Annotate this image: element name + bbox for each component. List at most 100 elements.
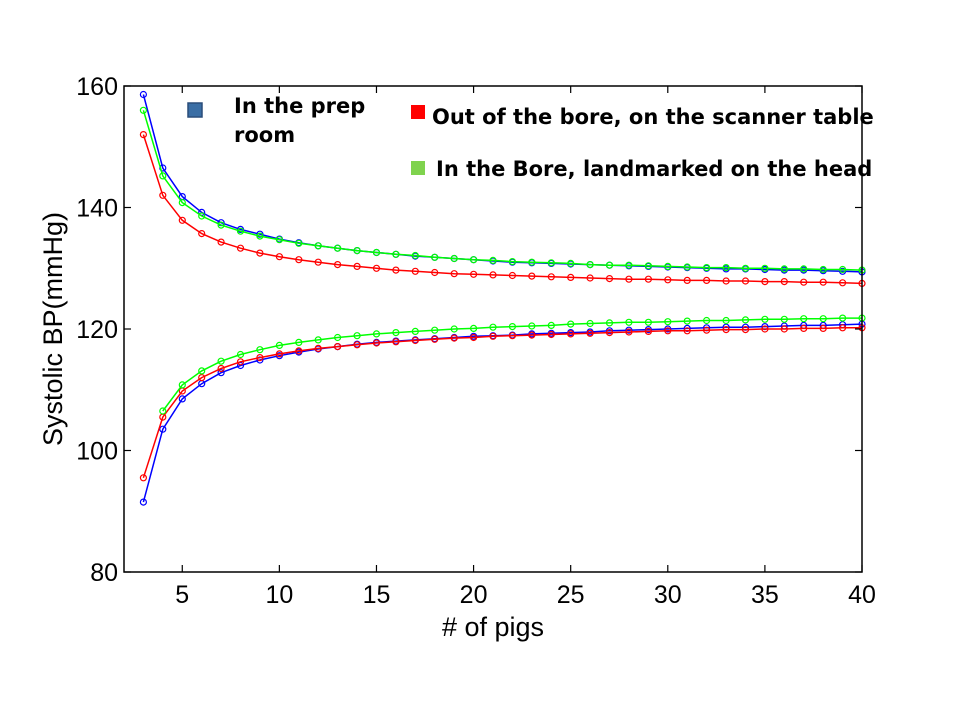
data-point: [780, 278, 788, 286]
data-point: [722, 326, 730, 334]
data-point: [644, 275, 653, 283]
data-point: [547, 259, 555, 267]
data-point: [702, 326, 711, 334]
data-point: [372, 248, 381, 257]
data-point: [431, 335, 439, 343]
data-point: [314, 336, 322, 344]
data-point: [702, 264, 711, 272]
data-point: [256, 354, 264, 362]
data-point: [489, 271, 497, 279]
legend-label-line: In the prep: [234, 94, 365, 118]
data-point: [431, 268, 439, 277]
data-point: [605, 275, 614, 283]
data-point: [741, 316, 750, 324]
data-point: [178, 199, 186, 207]
legend: In the prep room Out of the bore, on the s…: [187, 94, 874, 181]
data-point: [450, 254, 458, 263]
data-point: [275, 253, 283, 261]
x-axis: 5 10 15 20 25 30 35 40: [175, 86, 876, 609]
data-point: [819, 315, 827, 323]
data-point: [295, 347, 303, 355]
data-point: [256, 249, 264, 257]
x-tick-label: 20: [460, 581, 488, 609]
data-point: [372, 330, 381, 338]
legend-item-1: Out of the bore, on the scanner table: [411, 105, 874, 129]
data-point: [683, 317, 691, 325]
data-point: [528, 331, 536, 339]
data-point: [392, 329, 400, 337]
data-point: [431, 326, 439, 334]
data-point: [217, 221, 225, 229]
data-point: [567, 259, 575, 267]
data-point: [372, 339, 381, 347]
data-point: [159, 172, 167, 180]
x-tick-label: 30: [654, 581, 682, 609]
y-tick-label: 160: [76, 73, 118, 101]
data-point: [664, 276, 672, 284]
data-point: [819, 324, 827, 332]
data-point: [819, 265, 827, 274]
data-point: [780, 265, 788, 273]
data-point: [470, 333, 478, 342]
y-tick-label: 140: [76, 195, 118, 223]
data-point: [800, 324, 808, 332]
data-point: [217, 364, 225, 373]
data-point: [470, 324, 478, 332]
data-point: [800, 265, 808, 273]
data-point: [722, 277, 730, 285]
data-point: [761, 264, 769, 272]
data-point: [508, 323, 517, 331]
data-point: [275, 236, 283, 244]
series-1: [139, 131, 866, 287]
data-point: [431, 253, 439, 261]
data-point: [761, 278, 769, 286]
y-axis-title: Systolic BP(mmHg): [38, 212, 68, 446]
legend-item-2: In the Bore, landmarked on the head: [411, 157, 872, 181]
data-point: [314, 258, 322, 266]
data-point: [353, 341, 361, 349]
data-point: [489, 332, 497, 340]
data-point: [761, 325, 769, 333]
data-point: [664, 318, 672, 326]
data-point: [508, 332, 517, 340]
data-point: [625, 318, 633, 326]
series-3: [139, 320, 866, 506]
x-tick-label: 5: [175, 581, 189, 609]
x-axis-title: # of pigs: [442, 612, 544, 642]
data-point: [217, 369, 225, 377]
data-point: [450, 325, 458, 333]
data-point: [508, 258, 517, 266]
data-point: [178, 216, 186, 224]
data-point: [586, 319, 594, 328]
legend-swatch: [411, 161, 425, 175]
data-point: [236, 350, 245, 359]
data-point: [275, 341, 283, 349]
data-point: [780, 315, 788, 323]
data-point: [236, 358, 245, 366]
data-point: [450, 270, 458, 278]
data-point: [353, 332, 361, 340]
legend-label: Out of the bore, on the scanner table: [432, 105, 874, 129]
data-point: [722, 264, 730, 272]
data-point: [334, 333, 342, 342]
data-point: [450, 334, 458, 342]
data-point: [217, 238, 225, 246]
data-point: [625, 261, 633, 269]
data-point: [528, 272, 536, 280]
data-point: [508, 271, 517, 280]
data-point: [198, 230, 206, 238]
x-tick-label: 40: [848, 581, 876, 609]
legend-item-0: In the prep room: [187, 94, 365, 147]
data-point: [217, 357, 225, 365]
data-point: [139, 474, 147, 482]
data-point: [470, 270, 478, 278]
data-point: [664, 327, 672, 335]
data-point: [295, 338, 303, 346]
data-point: [683, 263, 691, 271]
data-point: [838, 265, 847, 274]
data-point: [528, 258, 536, 266]
legend-label: In the prep room: [234, 94, 365, 147]
data-point: [159, 407, 167, 415]
x-tick-label: 10: [265, 581, 293, 609]
